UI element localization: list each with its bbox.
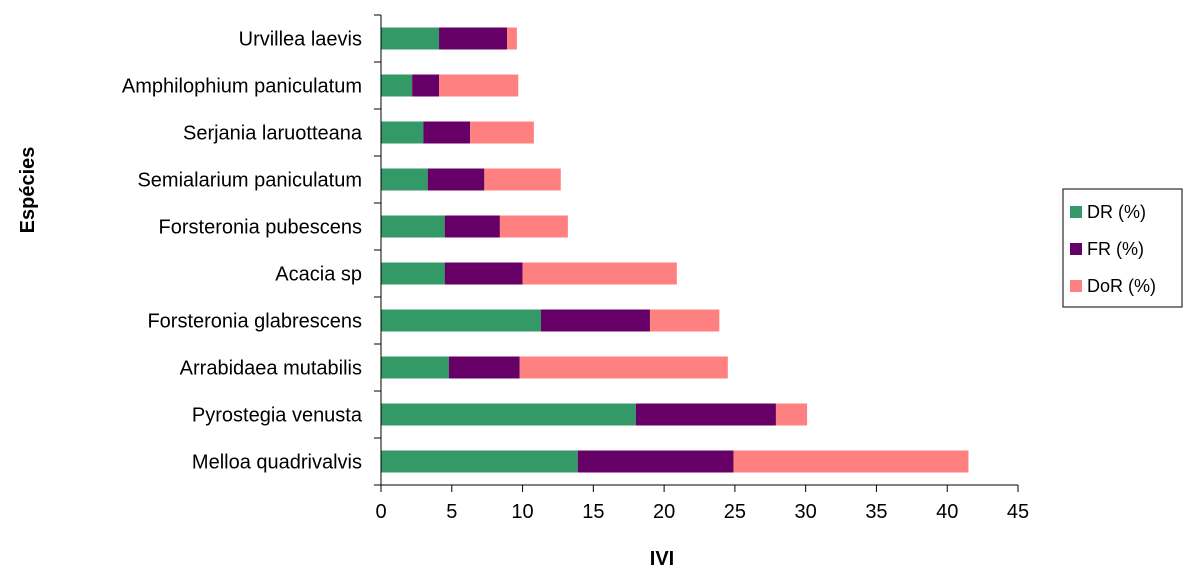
bar-segment-fr-4 xyxy=(444,215,500,238)
bar-segment-dor-2 xyxy=(470,121,534,144)
bar-segment-fr-3 xyxy=(427,168,485,191)
category-label-2: Serjania laruotteana xyxy=(183,123,363,145)
x-tick-label-0: 0 xyxy=(375,501,386,523)
bar-segment-dr-9 xyxy=(381,450,578,473)
bar-segment-fr-5 xyxy=(444,262,523,285)
bar-segment-dor-9 xyxy=(733,450,969,473)
x-tick-label-4: 20 xyxy=(653,501,675,523)
bar-segment-dr-4 xyxy=(381,215,445,238)
bar-segment-fr-1 xyxy=(412,74,440,97)
x-tick-label-9: 45 xyxy=(1007,501,1029,523)
bar-segment-dor-6 xyxy=(649,309,720,332)
bar-segment-fr-7 xyxy=(448,356,520,379)
bar-segment-dr-6 xyxy=(381,309,541,332)
y-axis-title: Espécies xyxy=(17,147,39,234)
category-label-8: Pyrostegia venusta xyxy=(192,405,363,427)
bar-segment-fr-2 xyxy=(423,121,471,144)
category-label-0: Urvillea laevis xyxy=(239,29,362,51)
bar-segment-fr-0 xyxy=(439,27,507,50)
category-label-3: Semialarium paniculatum xyxy=(137,170,362,192)
bar-segment-fr-9 xyxy=(577,450,734,473)
category-label-9: Melloa quadrivalvis xyxy=(192,452,362,474)
bar-segment-dor-7 xyxy=(519,356,728,379)
legend-label-fr: FR (%) xyxy=(1087,239,1144,259)
legend-swatch-dr xyxy=(1070,206,1082,218)
bars-layer xyxy=(381,27,969,473)
bar-segment-dr-3 xyxy=(381,168,428,191)
bar-segment-dor-8 xyxy=(775,403,808,426)
bar-segment-dr-1 xyxy=(381,74,413,97)
x-tick-label-6: 30 xyxy=(795,501,817,523)
x-tick-label-7: 35 xyxy=(865,501,887,523)
legend-label-dor: DoR (%) xyxy=(1087,276,1156,296)
category-label-7: Arrabidaea mutabilis xyxy=(180,358,362,380)
axes-layer xyxy=(374,14,1019,492)
x-tick-label-8: 40 xyxy=(936,501,958,523)
bar-segment-dor-4 xyxy=(499,215,568,238)
legend-swatch-dor xyxy=(1070,280,1082,292)
x-axis-title: IVI xyxy=(650,548,674,570)
bar-segment-dor-0 xyxy=(506,27,517,50)
category-label-4: Forsteronia pubescens xyxy=(159,217,362,239)
bar-segment-dr-5 xyxy=(381,262,445,285)
bar-segment-dor-5 xyxy=(522,262,677,285)
bar-segment-dr-2 xyxy=(381,121,424,144)
category-label-6: Forsteronia glabrescens xyxy=(147,311,362,333)
bar-segment-fr-8 xyxy=(635,403,776,426)
x-tick-label-5: 25 xyxy=(724,501,746,523)
x-tick-label-1: 5 xyxy=(446,501,457,523)
bar-segment-dr-7 xyxy=(381,356,449,379)
bar-segment-dr-0 xyxy=(381,27,440,50)
category-label-1: Amphilophium paniculatum xyxy=(122,76,362,98)
bar-segment-dor-3 xyxy=(484,168,561,191)
legend-label-dr: DR (%) xyxy=(1087,202,1146,222)
bar-segment-dr-8 xyxy=(381,403,636,426)
labels-layer: Urvillea laevis Amphilophium paniculatum S… xyxy=(122,29,1029,524)
legend: DR (%) FR (%) DoR (%) xyxy=(1062,188,1183,308)
legend-swatch-fr xyxy=(1070,243,1082,255)
x-tick-label-2: 10 xyxy=(511,501,533,523)
bar-segment-fr-6 xyxy=(540,309,650,332)
legend-frame xyxy=(1062,188,1183,308)
x-tick-label-3: 15 xyxy=(582,501,604,523)
category-label-5: Acacia sp xyxy=(275,264,362,286)
bar-segment-dor-1 xyxy=(439,74,519,97)
